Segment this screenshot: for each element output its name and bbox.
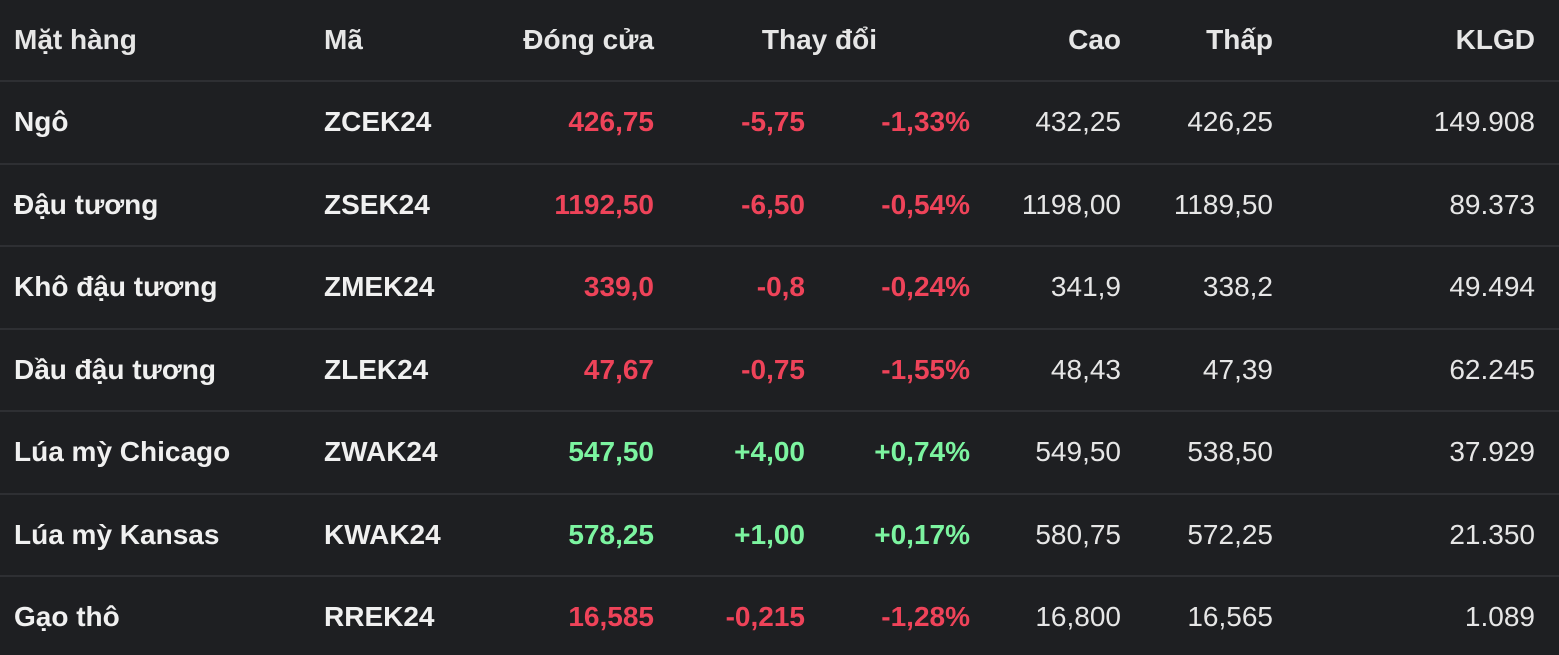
column-header: Đóng cửa [523,24,654,55]
quote-value: 37.929 [1449,436,1535,467]
data-row: Lúa mỳ Chicago ZWAK24 547,50 +4,00 +0,74% 549… [0,412,1559,495]
column-header: Thấp [1206,24,1273,55]
quote-value: +1,00 [734,518,805,550]
commodity-name: Lúa mỳ Chicago [14,436,231,467]
column-header: KLGD [1455,24,1535,55]
quote-value: 16,585 [568,601,654,632]
quote-value: 16,565 [1187,601,1273,632]
commodity-name: Đậu tương [14,188,159,220]
quote-value: -1,55% [881,353,970,385]
commodity-name: Gạo thô [14,601,120,632]
commodity-name: Khô đậu tương [14,271,218,302]
quote-value: 47,67 [583,353,654,385]
quote-value: 339,0 [583,271,654,302]
quote-value: 578,25 [568,518,654,550]
column-header: Mã [324,24,363,55]
quote-value: +4,00 [734,436,805,467]
quote-value: 1189,50 [1173,188,1273,220]
data-row: Dầu đậu tương ZLEK24 47,67 -0,75 -1,55% 48,43… [0,330,1559,412]
data-row: Lúa mỳ Kansas KWAK24 578,25 +1,00 +0,17% 580,… [0,495,1559,577]
quote-value: 432,25 [1035,106,1121,137]
quote-value: 16,800 [1035,601,1121,632]
quote-value: 89.373 [1449,188,1535,220]
quote-value: -6,50 [741,188,805,220]
quote-value: 426,25 [1187,106,1273,137]
quote-value: +0,74% [874,436,970,467]
quote-value: 62.245 [1449,353,1535,385]
quote-value: -0,75 [741,353,805,385]
quote-value: -1,33% [881,106,970,137]
quote-value: -5,75 [741,106,805,137]
quote-value: 47,39 [1202,353,1273,385]
quote-value: 1198,00 [1021,188,1121,220]
quote-value: 572,25 [1187,518,1273,550]
ticker-code: ZWAK24 [324,436,438,467]
quote-value: 538,50 [1187,436,1273,467]
quote-value: 547,50 [568,436,654,467]
quote-value: 149.908 [1433,106,1535,137]
data-row: Khô đậu tương ZMEK24 339,0 -0,8 -0,24% 341,9 3… [0,247,1559,330]
data-row: Ngô ZCEK24 426,75 -5,75 -1,33% 432,25 426,25 14… [0,82,1559,165]
quote-value: +0,17% [874,518,970,550]
quote-value: 1192,50 [554,188,654,220]
ticker-code: ZSEK24 [324,188,430,220]
header-row: Mặt hàng Mã Đóng cửa Thay đổi Cao Thấp KLGD [0,0,1559,82]
ticker-code: ZCEK24 [324,106,432,137]
ticker-code: ZLEK24 [324,353,429,385]
quote-value: 341,9 [1050,271,1121,302]
column-header: Thay đổi [761,24,877,55]
column-header: Cao [1068,24,1121,55]
quote-value: 21.350 [1449,518,1535,550]
quote-value: -0,24% [881,271,970,302]
data-row: Đậu tương ZSEK24 1192,50 -6,50 -0,54% 1198,00… [0,165,1559,247]
commodity-name: Ngô [14,106,69,137]
ticker-code: ZMEK24 [324,271,435,302]
quote-value: 1.089 [1464,601,1535,632]
quote-value: 48,43 [1050,353,1121,385]
quote-value: -1,28% [881,601,970,632]
data-row: Gạo thô RREK24 16,585 -0,215 -1,28% 16,800 16,… [0,577,1559,655]
ticker-code: KWAK24 [324,518,441,550]
quote-value: 49.494 [1449,271,1535,302]
quote-value: -0,54% [881,188,970,220]
quote-value: 338,2 [1202,271,1273,302]
column-header: Mặt hàng [14,24,137,55]
ticker-code: RREK24 [324,601,435,632]
commodity-name: Dầu đậu tương [14,353,216,385]
quote-value: -0,215 [725,601,805,632]
quote-value: 426,75 [568,106,654,137]
commodity-name: Lúa mỳ Kansas [14,518,220,550]
quote-value: 580,75 [1035,518,1121,550]
quote-value: 549,50 [1035,436,1121,467]
quote-value: -0,8 [756,271,805,302]
